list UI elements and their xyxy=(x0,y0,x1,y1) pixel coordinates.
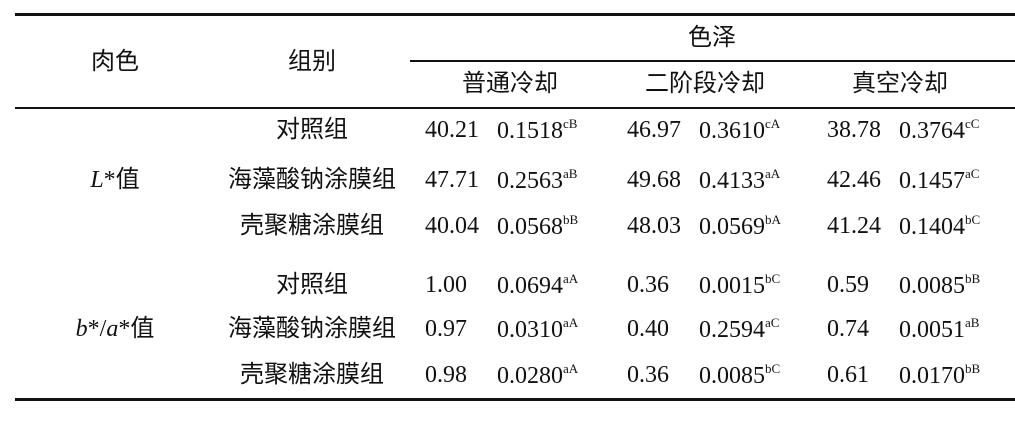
sd-cell: 0.2563aB xyxy=(497,167,577,193)
sd-value: 0.3764 xyxy=(899,118,965,144)
significance: aA xyxy=(563,361,579,376)
header-meat-color: 肉色 xyxy=(91,49,139,75)
sd-cell: 0.0085bC xyxy=(699,362,780,388)
sd-value: 0.3610 xyxy=(699,118,765,144)
sd-value: 0.1457 xyxy=(899,168,965,194)
significance: aA xyxy=(765,166,781,181)
significance: aB xyxy=(965,315,980,330)
significance: bC xyxy=(765,361,781,376)
label-part: *值 xyxy=(118,316,155,342)
sd-cell: 0.0051aB xyxy=(899,316,979,342)
mean-value: 0.74 xyxy=(827,316,869,342)
sd-value: 0.2594 xyxy=(699,317,765,343)
sd-cell: 0.0170bB xyxy=(899,362,980,388)
sd-cell: 0.3610cA xyxy=(699,117,780,143)
header-method: 真空冷却 xyxy=(852,71,948,97)
significance: aA xyxy=(563,271,579,286)
label-part: b xyxy=(75,316,88,342)
section-label: L*值 xyxy=(90,168,139,192)
label-part: L xyxy=(90,167,104,193)
mean-value: 46.97 xyxy=(627,117,681,143)
sd-cell: 0.0015bC xyxy=(699,272,780,298)
group-name: 对照组 xyxy=(276,272,348,298)
significance: cA xyxy=(765,116,781,131)
sd-value: 0.0569 xyxy=(699,214,765,240)
label-part: *值 xyxy=(103,167,140,193)
significance: aB xyxy=(563,166,578,181)
group-name: 海藻酸钠涂膜组 xyxy=(228,167,396,193)
sd-value: 0.1518 xyxy=(497,118,563,144)
sd-cell: 0.0310aA xyxy=(497,316,578,342)
group-name: 对照组 xyxy=(276,117,348,143)
significance: bC xyxy=(965,212,981,227)
sd-value: 0.0085 xyxy=(699,363,765,389)
significance: bB xyxy=(965,271,981,286)
top-rule xyxy=(15,13,1015,16)
sd-cell: 0.0568bB xyxy=(497,213,578,239)
mean-value: 48.03 xyxy=(627,213,681,239)
group-name: 壳聚糖涂膜组 xyxy=(240,362,384,388)
significance: cC xyxy=(965,116,980,131)
sd-value: 0.0015 xyxy=(699,273,765,299)
sd-value: 0.0568 xyxy=(497,214,563,240)
header-color: 色泽 xyxy=(688,25,736,51)
significance: cB xyxy=(563,116,578,131)
significance: aC xyxy=(765,315,780,330)
mean-value: 0.40 xyxy=(627,316,669,342)
mean-value: 0.36 xyxy=(627,272,669,298)
mean-value: 0.36 xyxy=(627,362,669,388)
group-name: 海藻酸钠涂膜组 xyxy=(228,316,396,342)
significance: bB xyxy=(563,212,579,227)
significance: bB xyxy=(965,361,981,376)
mean-value: 49.68 xyxy=(627,167,681,193)
header-method: 二阶段冷却 xyxy=(645,71,765,97)
sd-cell: 0.2594aC xyxy=(699,316,779,342)
label-part: */ xyxy=(87,316,107,342)
mean-value: 40.04 xyxy=(425,213,479,239)
sd-value: 0.0051 xyxy=(899,317,965,343)
significance: bA xyxy=(765,212,781,227)
sd-cell: 0.1404bC xyxy=(899,213,980,239)
mean-value: 38.78 xyxy=(827,117,881,143)
label-part: a xyxy=(106,316,119,342)
sd-value: 0.0694 xyxy=(497,273,563,299)
mean-value: 0.98 xyxy=(425,362,467,388)
sd-cell: 0.0280aA xyxy=(497,362,578,388)
sd-cell: 0.1518cB xyxy=(497,117,577,143)
significance: aC xyxy=(965,166,980,181)
sd-value: 0.0085 xyxy=(899,273,965,299)
mean-value: 41.24 xyxy=(827,213,881,239)
sd-value: 0.0310 xyxy=(497,317,563,343)
sd-cell: 0.1457aC xyxy=(899,167,979,193)
sd-cell: 0.0569bA xyxy=(699,213,781,239)
sd-value: 0.0170 xyxy=(899,363,965,389)
mean-value: 0.61 xyxy=(827,362,869,388)
sd-cell: 0.4133aA xyxy=(699,167,780,193)
sd-value: 0.1404 xyxy=(899,214,965,240)
mean-value: 1.00 xyxy=(425,272,467,298)
sd-value: 0.0280 xyxy=(497,363,563,389)
mean-value: 42.46 xyxy=(827,167,881,193)
significance: bC xyxy=(765,271,781,286)
mean-value: 40.21 xyxy=(425,117,479,143)
group-name: 壳聚糖涂膜组 xyxy=(240,213,384,239)
bottom-rule xyxy=(15,398,1015,401)
sub-rule xyxy=(410,60,1015,62)
mean-value: 0.97 xyxy=(425,316,467,342)
header-rule xyxy=(15,107,1015,109)
significance: aA xyxy=(563,315,579,330)
sd-value: 0.4133 xyxy=(699,168,765,194)
sd-cell: 0.0694aA xyxy=(497,272,578,298)
sd-cell: 0.3764cC xyxy=(899,117,979,143)
sd-cell: 0.0085bB xyxy=(899,272,980,298)
header-group: 组别 xyxy=(288,49,336,75)
header-method: 普通冷却 xyxy=(462,71,558,97)
sd-value: 0.2563 xyxy=(497,168,563,194)
mean-value: 47.71 xyxy=(425,167,479,193)
mean-value: 0.59 xyxy=(827,272,869,298)
section-label: b*/a*值 xyxy=(76,317,155,341)
